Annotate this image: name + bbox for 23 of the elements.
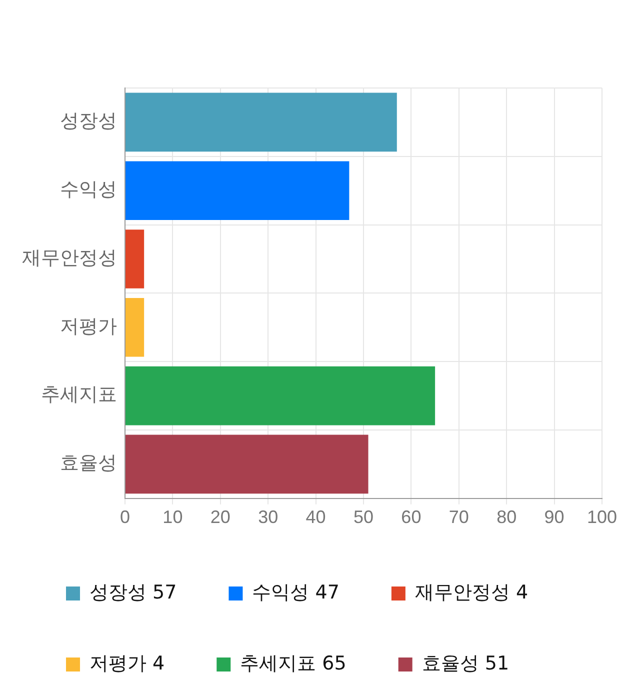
x-tick-label: 20 bbox=[210, 507, 230, 528]
x-tick-label: 100 bbox=[586, 507, 618, 528]
x-tick-label: 50 bbox=[353, 507, 374, 528]
y-tick-label: 수익성 bbox=[60, 178, 117, 201]
x-tick-label: 60 bbox=[401, 507, 422, 528]
legend-label: 추세지표 65 bbox=[240, 652, 346, 674]
x-tick-label: 40 bbox=[306, 507, 326, 528]
legend-label: 효율성 51 bbox=[422, 652, 510, 674]
y-tick-label: 효율성 bbox=[60, 452, 117, 474]
y-tick-label: 저평가 bbox=[60, 315, 117, 338]
y-tick-label: 재무안정성 bbox=[22, 246, 117, 269]
legend-label: 성장성 57 bbox=[90, 581, 177, 604]
x-tick-label: 90 bbox=[544, 507, 564, 528]
y-tick-label: 추세지표 bbox=[41, 384, 117, 406]
legend-label: 수익성 47 bbox=[252, 581, 340, 604]
legend-label: 재무안정성 4 bbox=[414, 581, 528, 604]
x-tick-label: 30 bbox=[258, 507, 278, 528]
y-tick-label: 성장성 bbox=[60, 110, 117, 132]
legend-label: 저평가 4 bbox=[90, 652, 165, 674]
x-tick-label: 10 bbox=[162, 507, 183, 528]
x-tick-label: 80 bbox=[496, 507, 517, 528]
x-tick-label: 0 bbox=[120, 507, 130, 528]
x-tick-label: 70 bbox=[448, 507, 469, 528]
